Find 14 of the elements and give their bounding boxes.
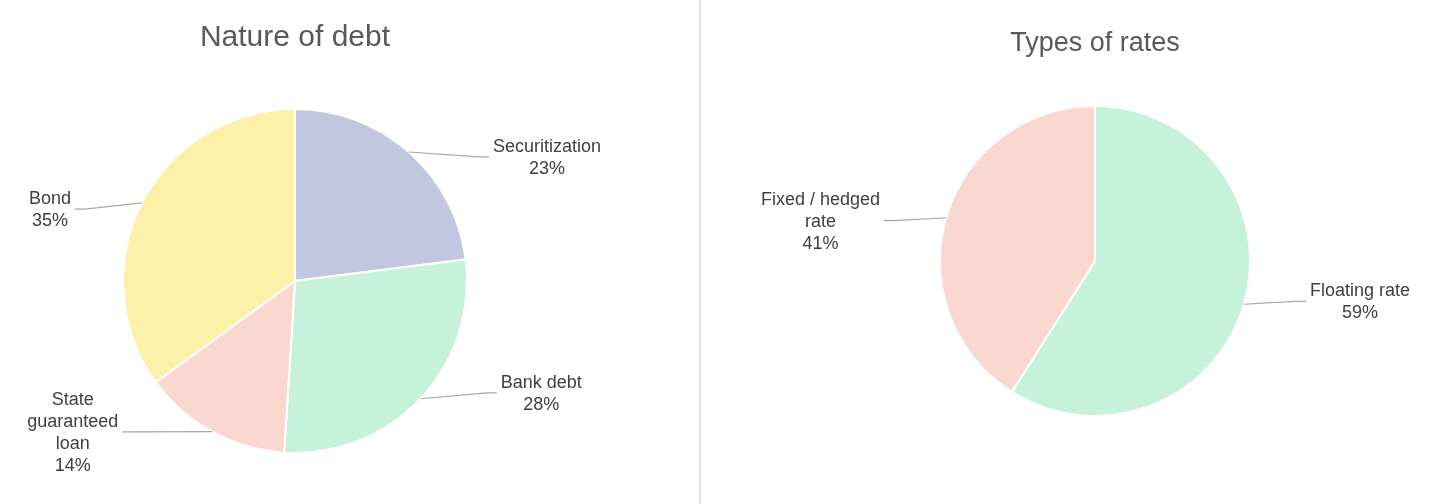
slice-label: State guaranteed loan xyxy=(27,389,119,454)
slice-label: Securitization xyxy=(493,135,602,156)
chart-title: Nature of debt xyxy=(199,19,391,52)
slice-label: Floating rate xyxy=(1309,280,1411,301)
data-label: 41% xyxy=(802,232,839,253)
slice-label: Fixed / hedged rate xyxy=(760,188,881,231)
data-label: 28% xyxy=(523,393,560,414)
chart-title: Types of rates xyxy=(1010,27,1180,57)
data-label: 23% xyxy=(529,157,566,178)
slice-label: Bond xyxy=(28,188,71,209)
data-label: 14% xyxy=(54,455,91,476)
slice-label: Bank debt xyxy=(500,371,582,392)
data-label: 35% xyxy=(31,210,68,231)
data-label: 59% xyxy=(1342,302,1379,323)
